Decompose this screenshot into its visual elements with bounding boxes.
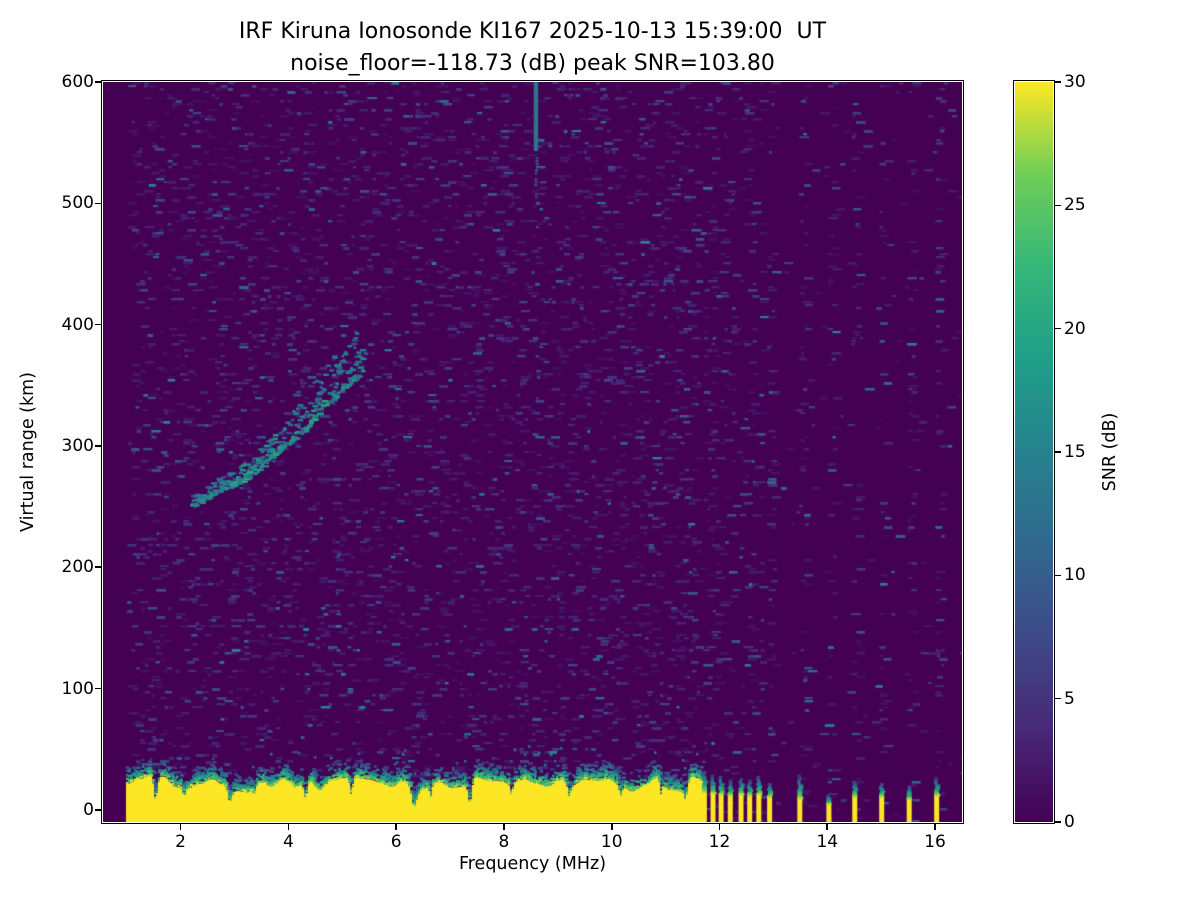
y-axis-label: Virtual range (km) — [18, 371, 38, 533]
x-tick-label: 4 — [282, 832, 294, 852]
y-tick-label: 0 — [83, 799, 94, 820]
colorbar-tick-mark — [1055, 327, 1061, 330]
colorbar-tick-label: 15 — [1064, 442, 1086, 462]
colorbar-tick-label: 20 — [1064, 318, 1086, 339]
y-tick-label: 500 — [61, 193, 94, 214]
y-tick-mark — [95, 202, 101, 205]
y-tick-mark — [95, 687, 101, 690]
colorbar-gradient-canvas — [1015, 82, 1053, 822]
y-tick-mark — [95, 445, 101, 447]
colorbar-tick-label: 5 — [1064, 688, 1075, 709]
x-tick-label: 8 — [498, 832, 510, 852]
x-tick-mark — [934, 824, 936, 830]
x-tick-mark — [395, 824, 397, 830]
x-tick-mark — [287, 824, 290, 830]
plot-title: IRF Kiruna Ionosonde KI167 2025-10-13 15… — [238, 19, 827, 44]
colorbar-tick-mark — [1055, 204, 1061, 207]
y-tick-label: 600 — [61, 72, 94, 92]
x-axis-label: Frequency (MHz) — [458, 854, 607, 874]
x-tick-label: 14 — [816, 832, 839, 852]
colorbar-tick-mark — [1055, 574, 1061, 577]
x-tick-label: 2 — [175, 832, 186, 852]
x-tick-mark — [718, 824, 721, 830]
y-tick-label: 100 — [61, 678, 94, 699]
y-tick-label: 200 — [61, 557, 94, 578]
x-tick-mark — [179, 824, 182, 830]
x-tick-label: 12 — [708, 832, 731, 852]
y-tick-mark — [95, 81, 101, 83]
colorbar-tick-label: 0 — [1064, 812, 1075, 832]
x-tick-label: 6 — [390, 832, 402, 852]
y-tick-mark — [95, 323, 101, 326]
colorbar-tick-mark — [1055, 697, 1061, 700]
x-tick-mark — [610, 824, 613, 830]
x-tick-mark — [503, 824, 505, 830]
colorbar-tick-label: 10 — [1064, 565, 1086, 586]
y-tick-mark — [95, 809, 101, 811]
y-tick-label: 400 — [61, 314, 94, 335]
plot-subtitle: noise_floor=-118.73 (dB) peak SNR=103.80 — [290, 51, 775, 76]
x-tick-label: 16 — [924, 832, 946, 852]
x-tick-mark — [826, 824, 829, 830]
colorbar-tick-mark — [1055, 451, 1061, 453]
colorbar-tick-label: 30 — [1064, 72, 1086, 92]
colorbar-tick-mark — [1055, 81, 1061, 83]
colorbar-tick-label: 25 — [1064, 195, 1086, 216]
y-tick-label: 300 — [61, 435, 94, 456]
ionogram-heatmap-canvas — [103, 82, 962, 822]
colorbar-tick-mark — [1055, 821, 1061, 823]
x-tick-label: 10 — [600, 832, 623, 852]
y-tick-mark — [95, 566, 101, 569]
